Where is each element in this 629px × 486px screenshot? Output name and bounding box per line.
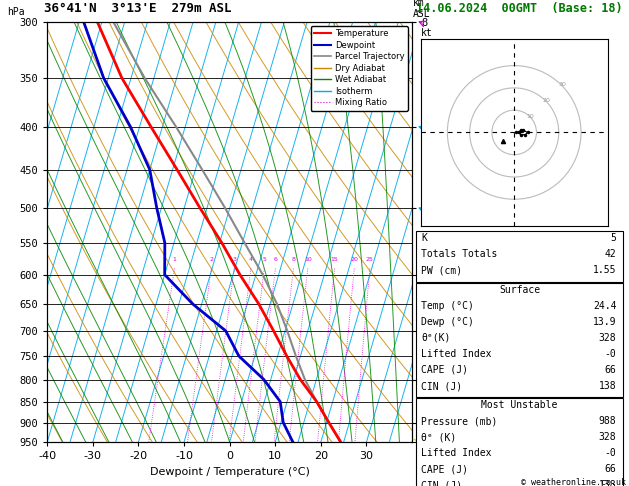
Text: 5: 5 [262,257,266,262]
Text: Dewp (°C): Dewp (°C) [421,317,474,327]
Text: 66: 66 [604,365,616,375]
Text: 328: 328 [599,432,616,442]
Text: 24.4: 24.4 [593,301,616,311]
Text: 328: 328 [599,333,616,343]
Legend: Temperature, Dewpoint, Parcel Trajectory, Dry Adiabat, Wet Adiabat, Isotherm, Mi: Temperature, Dewpoint, Parcel Trajectory… [311,26,408,111]
Text: CIN (J): CIN (J) [421,381,462,391]
Text: 988: 988 [599,416,616,426]
Text: 25: 25 [366,257,374,262]
Text: 8: 8 [291,257,296,262]
Text: 10: 10 [304,257,311,262]
Text: 66: 66 [604,464,616,474]
Text: 5: 5 [611,233,616,243]
Text: CIN (J): CIN (J) [421,480,462,486]
Text: 1: 1 [172,257,176,262]
Text: 4: 4 [249,257,253,262]
Text: 6: 6 [274,257,277,262]
Text: 1.55: 1.55 [593,265,616,276]
Text: 20: 20 [542,98,550,103]
Text: Totals Totals: Totals Totals [421,249,498,260]
Text: km
ASL: km ASL [413,0,431,19]
X-axis label: Dewpoint / Temperature (°C): Dewpoint / Temperature (°C) [150,467,309,477]
Text: 42: 42 [604,249,616,260]
Text: 15: 15 [331,257,338,262]
Text: CAPE (J): CAPE (J) [421,464,469,474]
Text: 2: 2 [209,257,213,262]
Text: Lifted Index: Lifted Index [421,349,492,359]
Text: Temp (°C): Temp (°C) [421,301,474,311]
Text: 36°41'N  3°13'E  279m ASL: 36°41'N 3°13'E 279m ASL [44,1,231,15]
Text: 138: 138 [599,480,616,486]
Text: LCL: LCL [419,397,437,407]
Text: Surface: Surface [499,285,540,295]
Text: PW (cm): PW (cm) [421,265,462,276]
Text: θᵉ(K): θᵉ(K) [421,333,451,343]
Text: hPa: hPa [8,7,25,17]
Text: 13.9: 13.9 [593,317,616,327]
Text: 30: 30 [559,82,566,87]
Text: 3: 3 [232,257,236,262]
Text: 138: 138 [599,381,616,391]
Text: θᵉ (K): θᵉ (K) [421,432,457,442]
Text: 20: 20 [350,257,358,262]
Text: CAPE (J): CAPE (J) [421,365,469,375]
Text: -0: -0 [604,349,616,359]
Text: Pressure (mb): Pressure (mb) [421,416,498,426]
Text: 14.06.2024  00GMT  (Base: 18): 14.06.2024 00GMT (Base: 18) [416,1,623,15]
Text: K: K [421,233,427,243]
Text: kt: kt [421,28,432,38]
Text: Most Unstable: Most Unstable [481,400,558,410]
Text: Lifted Index: Lifted Index [421,448,492,458]
Text: -0: -0 [604,448,616,458]
Text: 10: 10 [526,114,534,119]
Text: © weatheronline.co.uk: © weatheronline.co.uk [521,478,626,486]
